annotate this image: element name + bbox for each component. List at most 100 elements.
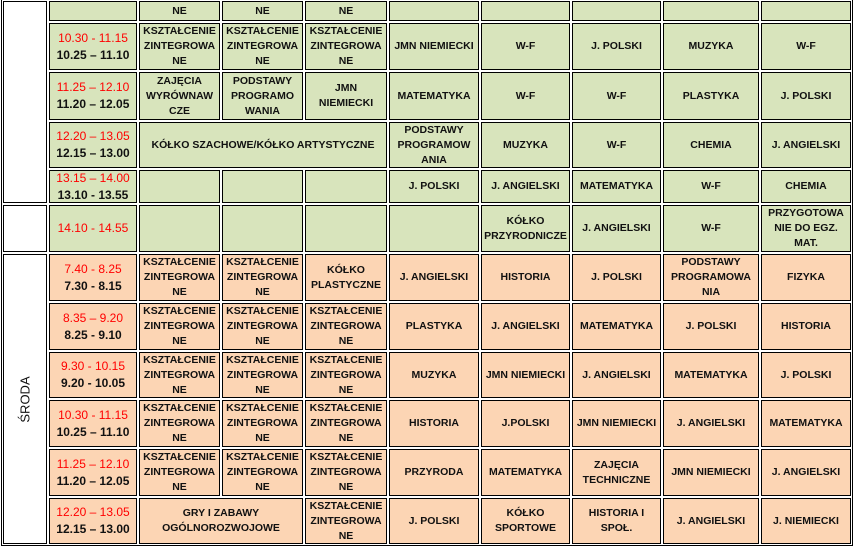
- subject-cell: J. POLSKI: [761, 352, 851, 398]
- subject-cell: FIZYKA: [761, 254, 851, 301]
- subject-cell: W-F: [663, 170, 759, 203]
- subject-cell: JMN NIEMIECKI: [572, 400, 661, 447]
- subject-cell: J. POLSKI: [761, 72, 851, 120]
- alternate-time: 13.15 – 14.00: [56, 170, 130, 185]
- subject-cell: [305, 205, 387, 252]
- subject-cell: JMN NIEMIECKI: [389, 23, 479, 70]
- subject-cell: KÓŁKO PLASTYCZNE: [305, 254, 387, 301]
- subject-cell: [222, 170, 303, 203]
- lesson-time: 12.15 – 13.00: [56, 522, 130, 536]
- subject-cell: J. ANGIELSKI: [389, 254, 479, 301]
- subject-cell: J. ANGIELSKI: [481, 170, 570, 203]
- subject-cell: JMN NIEMIECKI: [305, 72, 387, 120]
- subject-cell: J. ANGIELSKI: [663, 400, 759, 447]
- subject-cell: KSZTAŁCENIE ZINTEGROWA NE: [139, 303, 220, 350]
- subject-cell: J. POLSKI: [572, 254, 661, 301]
- subject-cell: HISTORIA I SPOŁ.: [572, 498, 661, 544]
- subject-cell: J.POLSKI: [481, 400, 570, 447]
- subject-cell: MUZYKA: [663, 23, 759, 70]
- subject-cell: PODSTAWY PROGRAMO WANIA: [222, 72, 303, 120]
- subject-cell: [305, 170, 387, 203]
- subject-cell: KSZTAŁCENIE ZINTEGROWA NE: [305, 23, 387, 70]
- subject-cell: JMN NIEMIECKI: [663, 449, 759, 496]
- subject-cell: KÓŁKO SZACHOWE/KÓŁKO ARTYSTYCZNE: [139, 122, 387, 168]
- subject-cell: [389, 205, 479, 252]
- subject-cell: PODSTAWY PROGRAMOW ANIA: [389, 122, 479, 168]
- lesson-time-cell: 11.25 – 12.10 11.20 – 12.05: [49, 72, 137, 120]
- subject-cell: PODSTAWY PROGRAMOWA NIA: [663, 254, 759, 301]
- subject-cell: [139, 170, 220, 203]
- alternate-time: 10.30 - 11.15: [58, 407, 128, 422]
- subject-cell: KSZTAŁCENIE ZINTEGROWA NE: [139, 254, 220, 301]
- subject-cell: W-F: [572, 122, 661, 168]
- subject-cell: MUZYKA: [389, 352, 479, 398]
- subject-cell: JMN NIEMIECKI: [481, 352, 570, 398]
- subject-cell: MATEMATYKA: [761, 400, 851, 447]
- subject-cell: HISTORIA: [761, 303, 851, 350]
- lesson-time: 9.20 - 10.05: [60, 376, 126, 390]
- subject-cell: KÓŁKO PRZYRODNICZE: [481, 205, 570, 252]
- lesson-time: 11.20 – 12.05: [56, 97, 130, 111]
- subject-cell: KSZTAŁCENIE ZINTEGROWA NE: [222, 352, 303, 398]
- lesson-time-cell: 12.20 – 13.05 12.15 – 13.00: [49, 498, 137, 544]
- subject-cell: [139, 205, 220, 252]
- subject-cell: J. POLSKI: [572, 23, 661, 70]
- alternate-time: 11.25 – 12.10: [56, 456, 130, 471]
- lesson-time: 11.20 – 12.05: [56, 473, 130, 488]
- lesson-time: 8.25 - 9.10: [64, 327, 122, 342]
- subject-cell: NE: [222, 1, 303, 21]
- lesson-time: 10.25 – 11.10: [56, 424, 130, 439]
- subject-cell: GRY I ZABAWY OGÓLNOROZWOJOWE: [139, 498, 303, 544]
- lesson-time-cell: [49, 1, 137, 21]
- subject-cell: J. NIEMIECKI: [761, 498, 851, 544]
- subject-cell: J. POLSKI: [389, 170, 479, 203]
- subject-cell: PLASTYKA: [389, 303, 479, 350]
- subject-cell: NE: [139, 1, 220, 21]
- lesson-time-cell: 10.30 - 11.15 10.25 – 11.10: [49, 23, 137, 70]
- subject-cell: [761, 1, 851, 21]
- lesson-time-cell: 12.20 – 13.05 12.15 – 13.00: [49, 122, 137, 168]
- subject-cell: PRZYRODA: [389, 449, 479, 496]
- lesson-time-cell: 7.40 - 8.25 7.30 - 8.15: [49, 254, 137, 301]
- day-name: ŚRODA: [17, 375, 33, 423]
- subject-cell: W-F: [481, 23, 570, 70]
- subject-cell: KSZTAŁCENIE ZINTEGROWA NE: [305, 498, 387, 544]
- day-label-cell: ŚRODA: [3, 254, 47, 544]
- subject-cell: MATEMATYKA: [481, 449, 570, 496]
- subject-cell: KSZTAŁCENIE ZINTEGROWA NE: [222, 303, 303, 350]
- lesson-time-cell: 11.25 – 12.10 11.20 – 12.05: [49, 449, 137, 496]
- alternate-time: 9.30 - 10.15: [60, 359, 126, 373]
- alternate-time: 14.10 - 14.55: [57, 221, 129, 235]
- subject-cell: J. ANGIELSKI: [572, 205, 661, 252]
- alternate-time: 12.20 – 13.05: [56, 505, 130, 519]
- subject-cell: [481, 1, 570, 21]
- subject-cell: J. ANGIELSKI: [572, 352, 661, 398]
- subject-cell: PLASTYKA: [663, 72, 759, 120]
- alternate-time: 7.40 - 8.25: [64, 261, 122, 276]
- subject-cell: W-F: [572, 72, 661, 120]
- subject-cell: J. POLSKI: [663, 303, 759, 350]
- subject-cell: KSZTAŁCENIE ZINTEGROWA NE: [222, 449, 303, 496]
- lesson-time-cell: 10.30 - 11.15 10.25 – 11.10: [49, 400, 137, 447]
- lesson-time-cell: 13.15 – 14.00 13.10 - 13.55: [49, 170, 137, 203]
- lesson-time: 13.10 - 13.55: [57, 187, 129, 202]
- subject-cell: CHEMIA: [663, 122, 759, 168]
- subject-cell: MATEMATYKA: [663, 352, 759, 398]
- subject-cell: J. ANGIELSKI: [481, 303, 570, 350]
- subject-cell: KSZTAŁCENIE ZINTEGROWA NE: [222, 400, 303, 447]
- subject-cell: KSZTAŁCENIE ZINTEGROWA NE: [305, 400, 387, 447]
- subject-cell: NE: [305, 1, 387, 21]
- subject-cell: KSZTAŁCENIE ZINTEGROWA NE: [222, 254, 303, 301]
- day-label-cell: [3, 1, 47, 203]
- lesson-time-cell: 14.10 - 14.55: [49, 205, 137, 252]
- subject-cell: HISTORIA: [389, 400, 479, 447]
- subject-cell: KSZTAŁCENIE ZINTEGROWA NE: [139, 400, 220, 447]
- subject-cell: KSZTAŁCENIE ZINTEGROWA NE: [305, 352, 387, 398]
- subject-cell: W-F: [663, 205, 759, 252]
- subject-cell: MATEMATYKA: [572, 170, 661, 203]
- lesson-time-cell: 9.30 - 10.15 9.20 - 10.05: [49, 352, 137, 398]
- subject-cell: MATEMATYKA: [572, 303, 661, 350]
- subject-cell: KSZTAŁCENIE ZINTEGROWA NE: [222, 23, 303, 70]
- subject-cell: J. POLSKI: [389, 498, 479, 544]
